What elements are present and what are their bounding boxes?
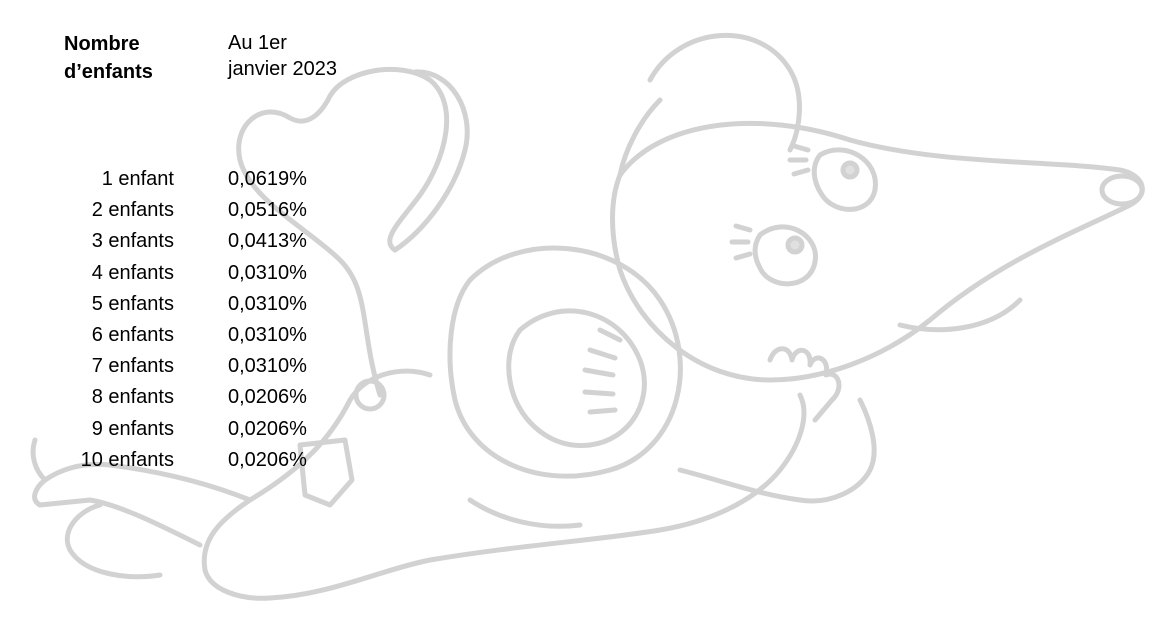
children-count: 10 enfants xyxy=(80,448,174,471)
children-count: 2 enfants xyxy=(91,199,174,222)
rate-value: 0,0206% xyxy=(228,448,307,471)
rate-value: 0,0310% xyxy=(228,261,307,284)
children-count: 4 enfants xyxy=(91,261,174,284)
rate-value: 0,0619% xyxy=(228,168,307,190)
rate-value: 0,0516% xyxy=(228,199,307,222)
children-count: 7 enfants xyxy=(91,355,174,378)
rate-value: 0,0310% xyxy=(228,323,307,346)
children-count: 9 enfants xyxy=(91,417,174,440)
rate-value: 0,0206% xyxy=(228,386,307,409)
rate-value: 0,0206% xyxy=(228,417,307,440)
children-count: 6 enfants xyxy=(91,323,174,346)
column-header-children: Nombre d’enfants xyxy=(64,33,153,83)
children-count: 3 enfants xyxy=(91,230,174,253)
rate-value: 0,0413% xyxy=(228,230,307,253)
rate-value: 0,0310% xyxy=(228,355,307,378)
children-count: 1 enfant xyxy=(101,168,174,190)
rate-value: 0,0310% xyxy=(228,292,307,315)
children-count: 5 enfants xyxy=(91,292,174,315)
column-header-date: Au 1er janvier 2023 xyxy=(228,32,337,80)
children-count: 8 enfants xyxy=(91,386,174,409)
